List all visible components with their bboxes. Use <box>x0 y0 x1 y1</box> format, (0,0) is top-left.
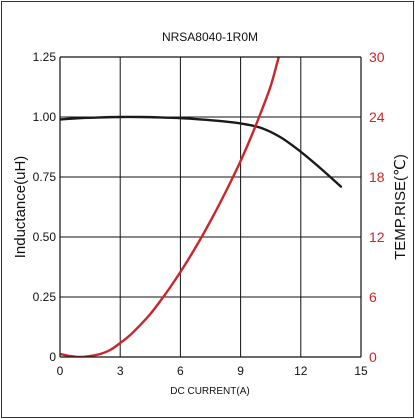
series-layer <box>60 57 343 357</box>
y2-tick-label: 24 <box>369 109 385 125</box>
x-tick-label: 3 <box>117 364 124 378</box>
chart-title: NRSA8040-1R0M <box>162 30 258 44</box>
y-tick-label: 0.50 <box>33 230 57 244</box>
y-tick-label: 0.75 <box>33 170 57 184</box>
x-tick-label: 9 <box>237 364 244 378</box>
y-tick-label: 1.00 <box>33 110 57 124</box>
y2-tick-label: 18 <box>369 169 385 185</box>
y-tick-label: 1.25 <box>33 50 57 64</box>
label-layer: NRSA8040-1R0M DC CURRENT(A) Inductance(u… <box>12 30 409 397</box>
inductance-curve <box>60 115 343 188</box>
x-axis-label: DC CURRENT(A) <box>170 386 249 397</box>
x-tick-label: 6 <box>177 364 184 378</box>
y2-tick-label: 12 <box>369 229 385 245</box>
x-tick-label: 0 <box>57 364 64 378</box>
x-tick-label: 12 <box>294 364 308 378</box>
y2-tick-label: 0 <box>369 349 377 365</box>
y-tick-label: 0.25 <box>33 290 57 304</box>
y-axis-label-temp-rise: TEMP.RISE(℃) <box>392 154 409 260</box>
x-tick-label: 15 <box>354 364 368 378</box>
y2-tick-label: 30 <box>369 49 385 65</box>
y-axis-label-inductance: Inductance(uH) <box>12 156 29 259</box>
y2-tick-label: 6 <box>369 289 377 305</box>
temperature-rise-curve <box>60 57 280 357</box>
y-tick-label: 0 <box>49 350 56 364</box>
